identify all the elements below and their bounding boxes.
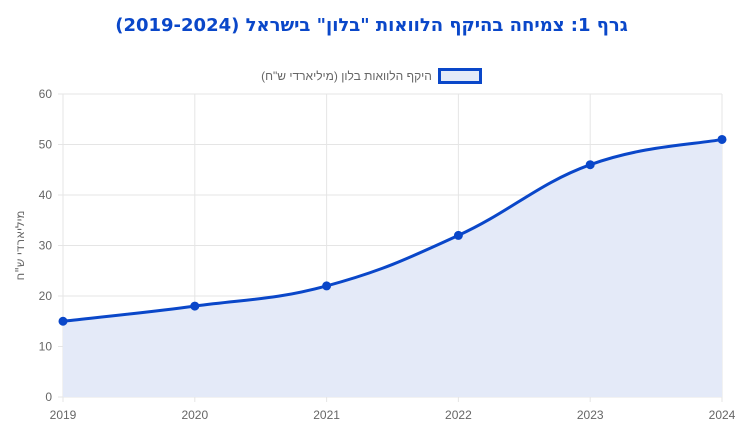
x-tick-label: 2022	[445, 408, 472, 422]
data-point	[453, 230, 463, 240]
legend-swatch	[437, 68, 482, 84]
x-tick-label: 2020	[181, 408, 208, 422]
y-tick-label: 60	[39, 87, 53, 101]
data-point	[190, 301, 200, 311]
y-axis-title: מיליארדי ש"ח	[13, 210, 27, 280]
x-tick-labels: 2019 2020 2021 2022 2023 2024	[50, 408, 736, 422]
y-tick-label: 0	[45, 390, 52, 404]
x-tick-label: 2024	[709, 408, 736, 422]
y-tick-label: 40	[39, 188, 53, 202]
x-tick-label: 2023	[577, 408, 604, 422]
chart-title: גרף 1: צמיחה בהיקף הלוואות "בלון" בישראל…	[115, 15, 628, 36]
data-points	[58, 134, 727, 326]
x-tick-label: 2021	[313, 408, 340, 422]
x-tick-label: 2019	[50, 408, 77, 422]
y-tick-label: 50	[39, 138, 53, 152]
legend-label: היקף הלוואות בלון (מיליארדי ש"ח)	[261, 69, 432, 83]
y-tick-label: 30	[39, 239, 53, 253]
data-point	[322, 281, 332, 291]
legend[interactable]: היקף הלוואות בלון (מיליארדי ש"ח)	[0, 68, 743, 84]
data-point	[717, 134, 727, 144]
y-tick-label: 20	[39, 289, 53, 303]
y-tick-labels: 0 10 20 30 40 50 60	[39, 87, 53, 404]
data-point	[585, 160, 595, 170]
series-line	[62, 137, 723, 323]
series-area	[63, 139, 722, 397]
y-tick-label: 10	[39, 340, 53, 354]
data-point	[58, 316, 68, 326]
